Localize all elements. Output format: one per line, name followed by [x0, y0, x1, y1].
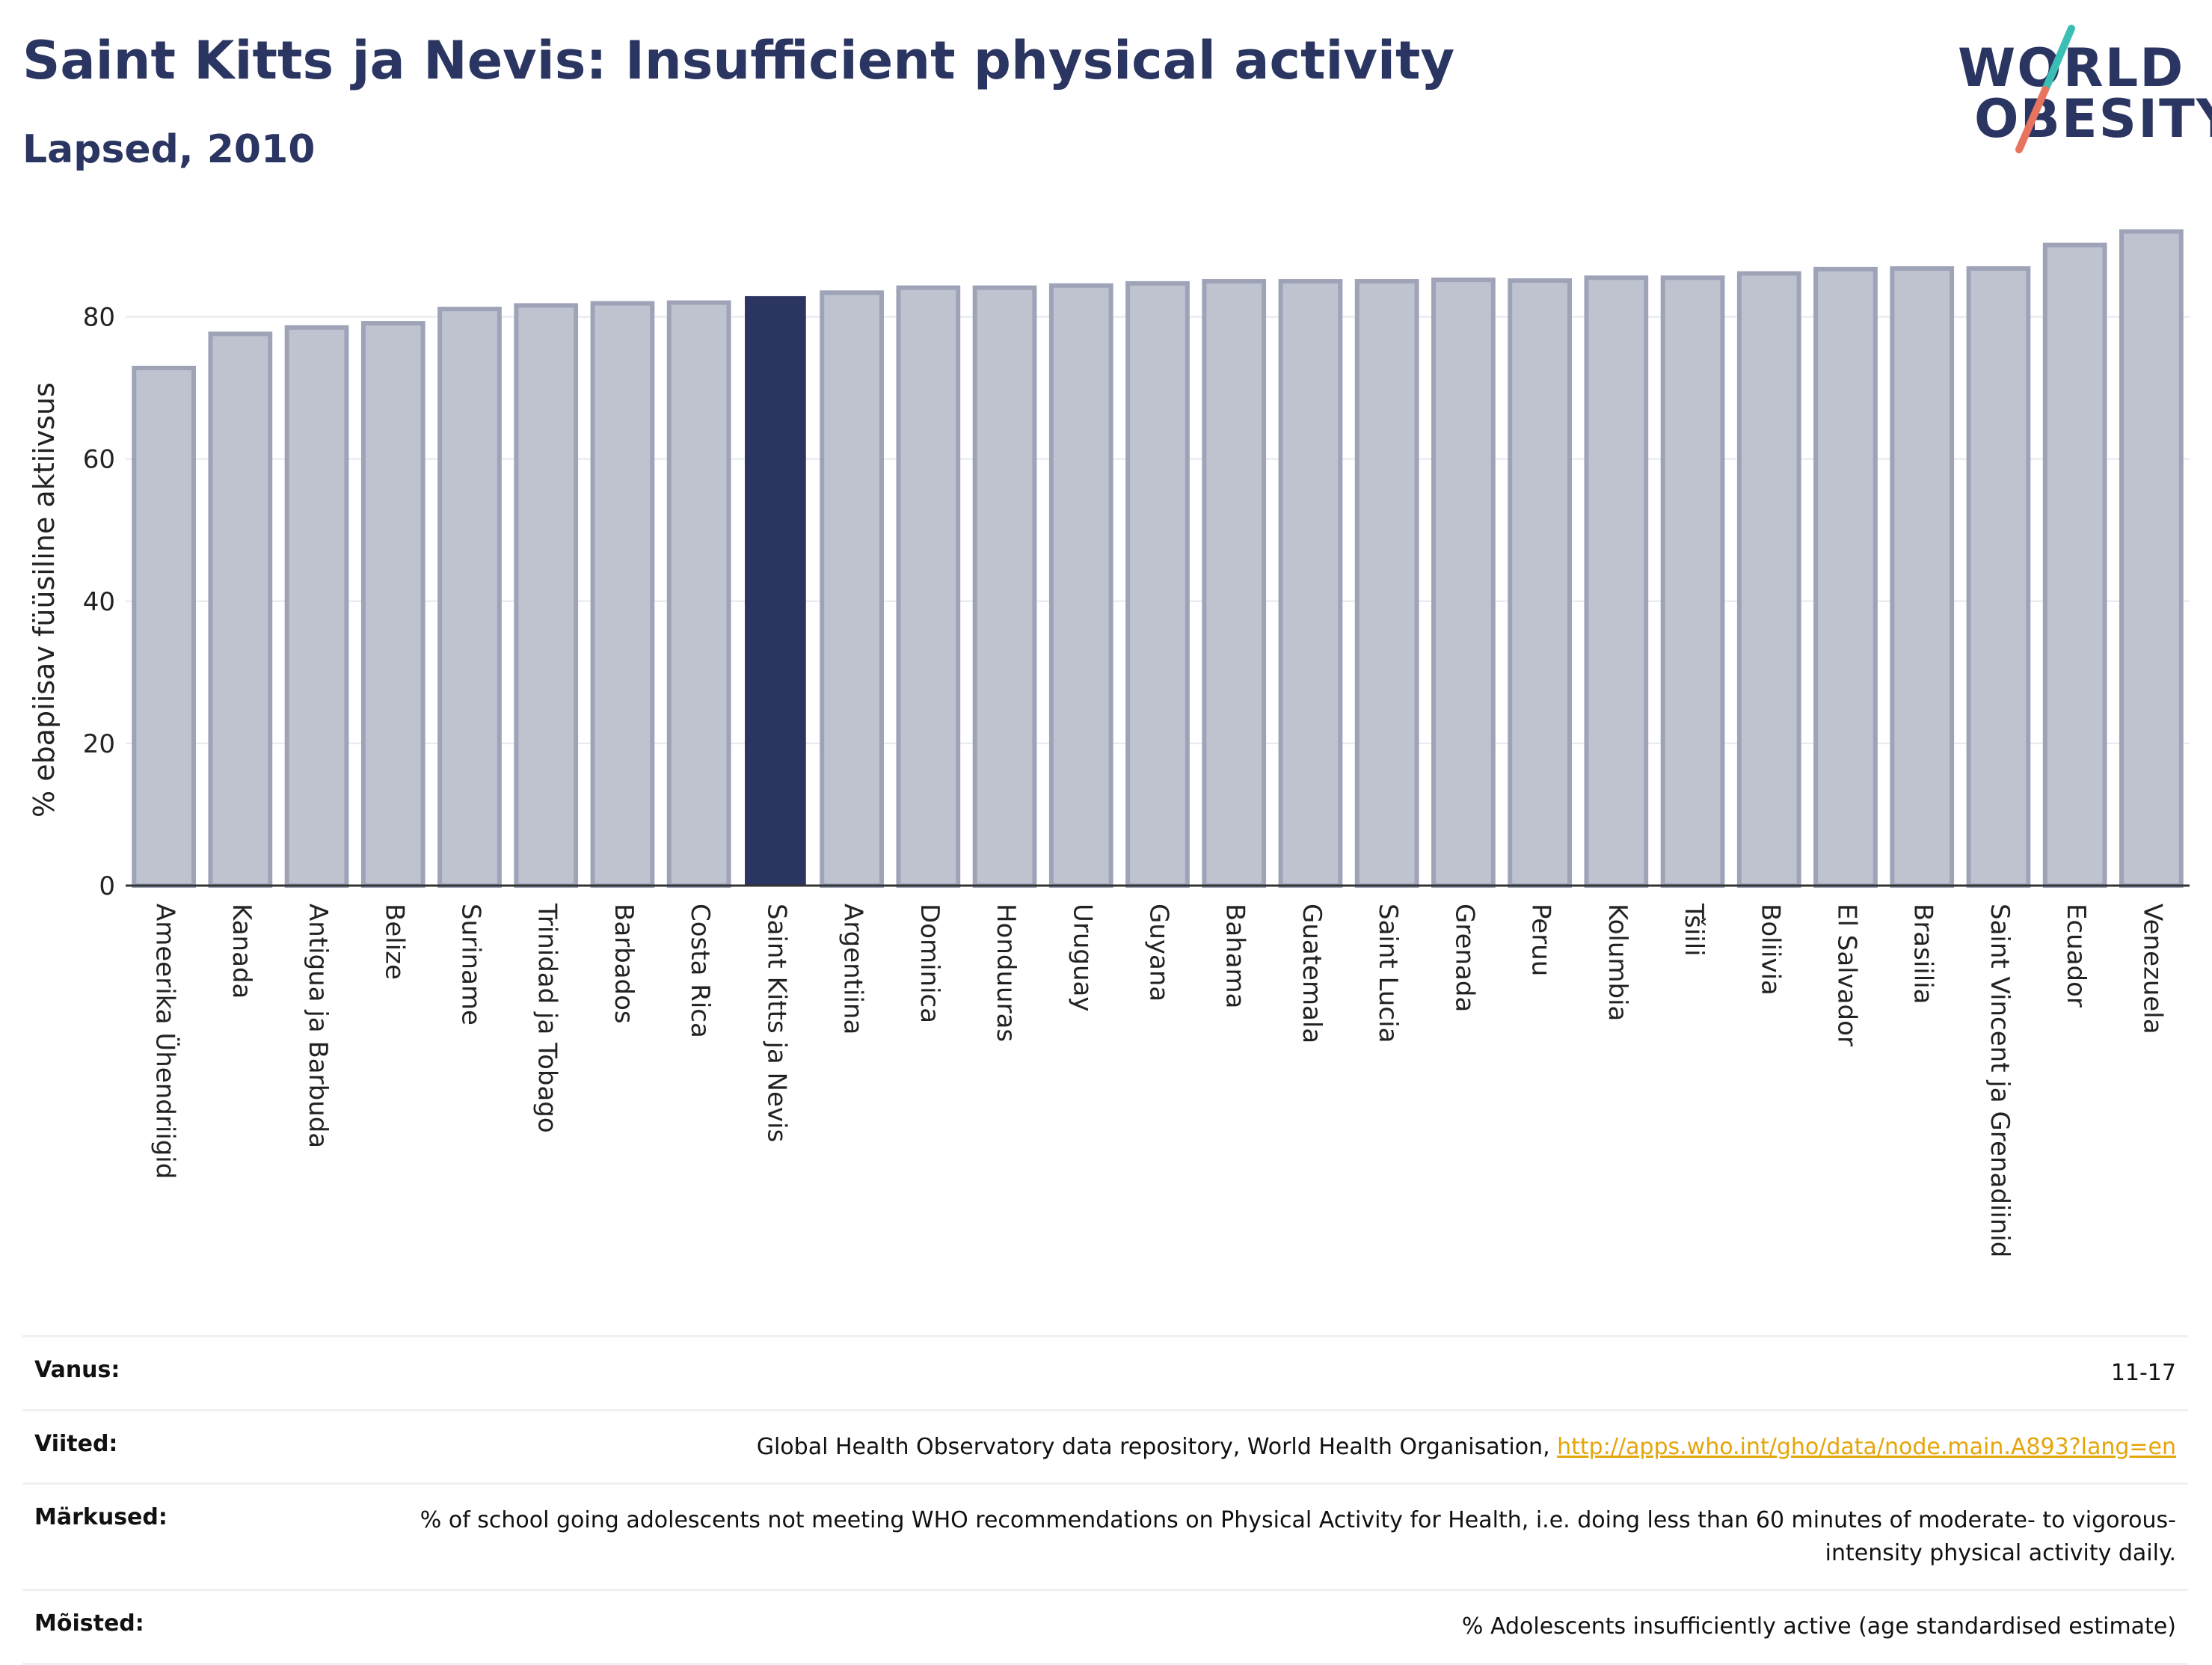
bar: [284, 325, 349, 888]
x-tick-labels: Ameerika Ühendriigid Kanada Antigua ja Bar…: [150, 903, 2168, 1257]
x-tick-label: Boliivia: [1755, 904, 1785, 996]
bar: [590, 301, 655, 888]
x-tick-label: Costa Rica: [685, 904, 715, 1038]
x-tick-label: Argentiina: [838, 904, 868, 1034]
x-tick-label: Brasiilia: [1908, 904, 1938, 1004]
metadata-value-text: % of school going adolescents not meetin…: [420, 1507, 2176, 1566]
logo-line1: WORLD: [1958, 37, 2185, 99]
x-tick-label: Venezuela: [2137, 904, 2167, 1034]
metadata-table: Vanus: 11-17 Viited: Global Health Observat…: [22, 1335, 2188, 1665]
metadata-value-text: 11-17: [2110, 1360, 2176, 1386]
page-subtitle: Lapsed, 2010: [22, 127, 316, 172]
x-tick-label: Saint Lucia: [1373, 904, 1403, 1043]
x-tick-label: Guyana: [1144, 904, 1174, 1002]
bar: [1278, 279, 1343, 888]
bar: [437, 307, 502, 889]
bar: [360, 321, 425, 888]
metadata-row: Viited: Global Health Observatory data re…: [22, 1410, 2188, 1484]
x-tick-label: El Salvador: [1832, 904, 1862, 1046]
bar-chart: 0 20 40 60 80 Ameerika Ühendriigid Kanada Anti…: [28, 229, 2190, 1257]
bar: [1813, 266, 1878, 889]
x-tick-label: Trinidad ja Tobago: [532, 903, 562, 1133]
bars: [132, 229, 2184, 889]
bar: [2042, 242, 2107, 888]
x-tick-label: Guatemala: [1297, 904, 1327, 1043]
page-title: Saint Kitts ja Nevis: Insufficient physi…: [22, 30, 1455, 91]
metadata-value-text: Global Health Observatory data repositor…: [756, 1433, 1558, 1460]
bar: [1431, 278, 1496, 889]
x-tick-label: Ecuador: [2061, 904, 2091, 1008]
bar: [1584, 275, 1649, 888]
metadata-value: % of school going adolescents not meetin…: [345, 1484, 2188, 1590]
metadata-row: Mõisted: % Adolescents insufficiently act…: [22, 1589, 2188, 1664]
metadata-value-text: % Adolescents insufficiently active (age…: [1461, 1613, 2176, 1640]
x-tick-label: Ameerika Ühendriigid: [150, 904, 181, 1179]
bar: [1890, 266, 1955, 888]
x-tick-label: Dominica: [915, 904, 944, 1023]
x-tick-label: Barbados: [609, 904, 639, 1024]
x-tick-label: Kolumbia: [1603, 904, 1632, 1021]
metadata-key: Mõisted:: [34, 1610, 144, 1637]
x-tick-label: Antigua ja Barbuda: [303, 904, 333, 1148]
bar: [514, 303, 579, 889]
metadata-key: Viited:: [34, 1430, 118, 1457]
x-tick-label: Saint Vincent ja Grenadiinid: [1985, 904, 2015, 1257]
logo-slash-icon: [2015, 25, 2075, 153]
x-tick-label: Honduuras: [991, 904, 1021, 1042]
y-tick-label: 40: [83, 587, 115, 617]
y-tick-label: 20: [83, 729, 115, 759]
bar: [1048, 283, 1113, 889]
metadata-value: 11-17: [345, 1337, 2188, 1411]
bar: [1125, 280, 1190, 888]
y-axis-label: % ebapiisav füüsiline aktiivsus: [28, 382, 61, 818]
y-tick-label: 60: [83, 445, 115, 475]
y-tick-labels: 0 20 40 60 80: [83, 303, 115, 901]
metadata-row: Vanus: 11-17: [22, 1336, 2188, 1411]
bar: [2119, 229, 2184, 888]
bar: [1508, 278, 1572, 888]
source-link[interactable]: http://apps.who.int/gho/data/node.main.A…: [1557, 1433, 2176, 1460]
bar: [896, 285, 961, 888]
logo-line2: OBESITY: [1974, 88, 2212, 150]
bar: [1736, 271, 1801, 888]
x-tick-label: Uruguay: [1067, 904, 1097, 1012]
metadata-key: Vanus:: [34, 1357, 120, 1383]
metadata-key: Märkused:: [34, 1504, 168, 1530]
metadata-value: Global Health Observatory data repositor…: [345, 1410, 2188, 1484]
bar: [972, 285, 1037, 888]
metadata-value: % Adolescents insufficiently active (age…: [345, 1590, 2188, 1664]
bar: [1966, 266, 2031, 888]
bar: [820, 290, 884, 889]
x-tick-label: Belize: [379, 904, 409, 980]
bar: [666, 300, 731, 888]
world-obesity-logo: WORLD OBESITY: [1944, 22, 2212, 157]
x-tick-label: Kanada: [227, 904, 256, 999]
x-tick-label: Grenada: [1449, 904, 1479, 1012]
y-tick-label: 80: [83, 303, 115, 333]
bar: [208, 331, 273, 888]
bar-highlighted: [745, 295, 806, 886]
bar: [1354, 279, 1419, 888]
x-tick-label: Peruu: [1526, 904, 1556, 976]
y-tick-label: 0: [99, 871, 115, 901]
bar: [132, 366, 196, 888]
x-tick-label: Saint Kitts ja Nevis: [761, 904, 791, 1142]
bar: [1660, 275, 1725, 888]
x-tick-label: Bahama: [1220, 904, 1250, 1009]
x-tick-label: Tšiili: [1679, 903, 1709, 957]
bar: [1202, 279, 1267, 888]
metadata-row: Märkused: % of school going adolescents n…: [22, 1483, 2188, 1590]
x-tick-label: Suriname: [456, 904, 486, 1025]
